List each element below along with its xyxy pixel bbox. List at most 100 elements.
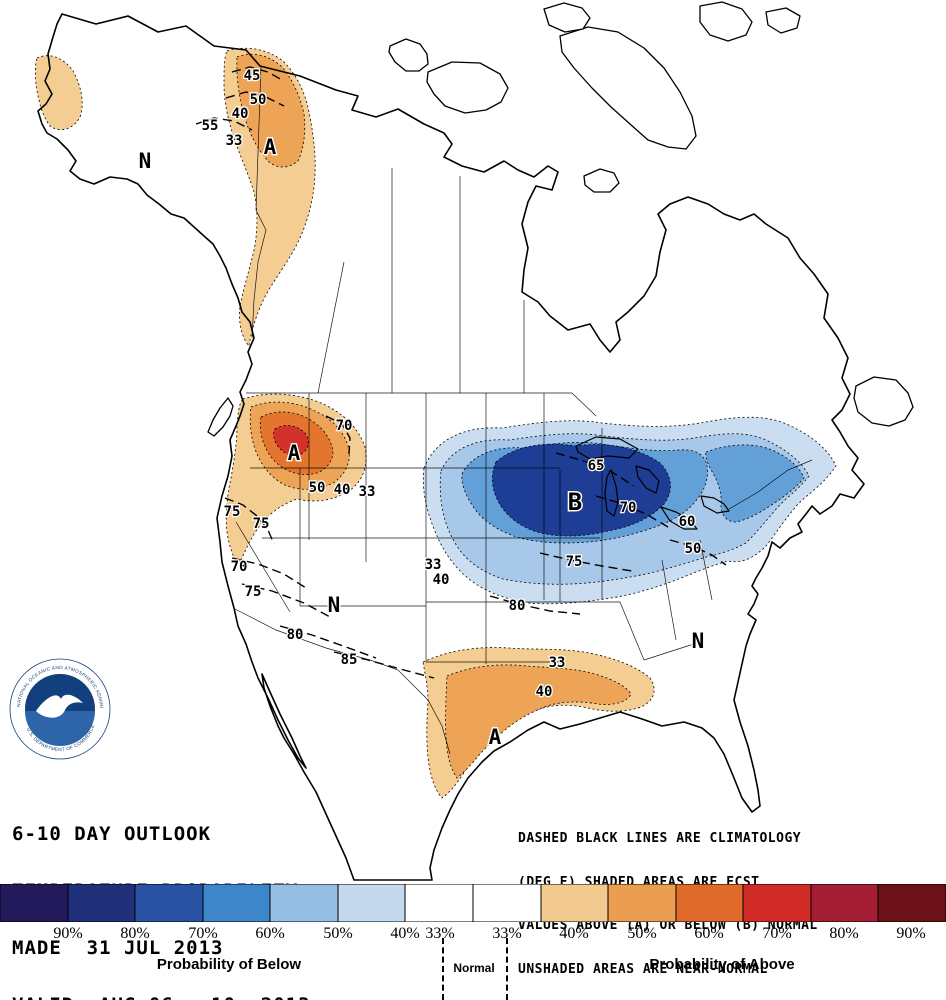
state-borders <box>235 393 713 664</box>
pnw-above-60-region <box>273 425 309 456</box>
colorbar-cell <box>134 884 204 922</box>
map-label-a-alaska: A <box>264 135 277 159</box>
map-label: 80 <box>509 598 526 614</box>
map-label: 70 <box>336 418 353 434</box>
island-vancouver <box>207 397 234 437</box>
continent-outline <box>37 13 865 881</box>
climatology-lines <box>195 66 727 679</box>
island-southampton <box>583 168 620 193</box>
map-labels: N 45 50 40 55 33 A 70 A 50 40 33 75 75 7… <box>137 67 705 751</box>
map-label-n-southeast: N <box>692 629 705 653</box>
title-line-1: 6-10 DAY OUTLOOK <box>12 823 212 845</box>
map-label: 55 <box>202 118 219 134</box>
map-label: 33 <box>226 133 243 149</box>
map-label: 45 <box>244 68 261 84</box>
noaa-logo-sea <box>25 711 95 746</box>
colorbar-percent-labels: 90% 80% 70% 60% 50% 40% 33% 33% 40% 50% … <box>0 925 946 945</box>
shaded-regions <box>34 47 837 799</box>
climo-line <box>539 552 633 572</box>
colorbar-cell <box>269 884 339 922</box>
colorbar-cell <box>607 884 677 922</box>
climo-line <box>333 651 435 679</box>
normal-divider-right <box>506 938 508 1000</box>
map-label-n-alaska: N <box>139 149 152 173</box>
title-line-3: MADE 31 JUL 2013 <box>12 937 224 959</box>
pct-label: 80% <box>120 925 150 942</box>
climo-line <box>195 117 253 131</box>
note-line-4: UNSHADED AREAS ARE NEAR-NORMAL <box>518 961 768 977</box>
island-victoria <box>426 61 509 114</box>
probability-of-below-label: Probability of Below <box>156 956 302 973</box>
climo-line <box>224 497 275 545</box>
colorbar-cell <box>675 884 745 922</box>
map-label: 75 <box>253 516 270 532</box>
lake-huron <box>635 465 660 494</box>
map-label: 75 <box>566 554 583 570</box>
northeast-below-50-region <box>705 444 805 523</box>
pct-label: 50% <box>323 925 353 942</box>
pct-label: 70% <box>762 925 792 942</box>
island-arctic-1 <box>699 1 753 42</box>
map-label: 50 <box>309 480 326 496</box>
map-label: 75 <box>224 504 241 520</box>
climo-line <box>489 595 581 615</box>
province-borders <box>317 168 525 394</box>
normal-label: Normal <box>453 961 495 975</box>
noaa-logo: NATIONAL OCEANIC AND ATMOSPHERIC ADMINIS… <box>8 655 111 760</box>
colorbar-cell <box>742 884 812 922</box>
map-label: 70 <box>620 500 637 516</box>
colorbar-cell <box>67 884 137 922</box>
map-label: 33 <box>425 557 442 573</box>
pct-label: 70% <box>188 925 218 942</box>
map-label: 40 <box>433 572 450 588</box>
title-line-4: VALID AUG 06 - 10, 2013 <box>12 996 311 1000</box>
map-label: 50 <box>685 541 702 557</box>
colorbar-cell <box>202 884 272 922</box>
coastlines <box>37 1 914 881</box>
map-label-a-south: A <box>489 725 502 749</box>
pct-label: 80% <box>829 925 859 942</box>
pct-label: 40% <box>559 925 589 942</box>
pct-label: 60% <box>694 925 724 942</box>
lake-erie <box>660 506 698 530</box>
map-label: 65 <box>588 458 605 474</box>
border-us-canada <box>246 392 813 510</box>
island-banks <box>388 38 429 72</box>
map-label: 70 <box>231 559 248 575</box>
map-label: 75 <box>245 584 262 600</box>
climo-line <box>225 91 285 107</box>
note-line-1: DASHED BLACK LINES ARE CLIMATOLOGY <box>518 831 802 846</box>
lake-michigan <box>604 469 619 517</box>
pct-label: 50% <box>627 925 657 942</box>
south-above-40-region <box>445 664 632 779</box>
colorbar-cell <box>540 884 610 922</box>
alaska-above-40-region <box>236 53 306 168</box>
climo-line <box>669 539 727 566</box>
colorbar-cell <box>0 884 69 922</box>
map-label: 33 <box>549 655 566 671</box>
climo-line <box>325 415 351 455</box>
colorbar-cell <box>877 884 946 922</box>
map-label-a-northwest: A <box>288 441 301 465</box>
map-label: 33 <box>359 484 376 500</box>
island-baffin <box>559 26 697 150</box>
island-arctic-3 <box>765 7 801 34</box>
lake-superior <box>575 436 639 460</box>
pct-label: 90% <box>896 925 926 942</box>
map-label: 60 <box>679 514 696 530</box>
border-us-mexico <box>234 608 451 755</box>
pct-label: 40% <box>390 925 420 942</box>
map-label: 80 <box>287 627 304 643</box>
pct-label: 90% <box>53 925 83 942</box>
border-alaska-canada <box>251 66 267 339</box>
borders <box>234 66 813 755</box>
noaa-gull-icon <box>36 694 83 718</box>
pct-label: 33% <box>425 925 455 942</box>
outlook-map: N 45 50 40 55 33 A 70 A 50 40 33 75 75 7… <box>34 1 914 881</box>
climo-line <box>231 66 283 81</box>
map-label-b-midwest: B <box>568 488 582 516</box>
map-label: 50 <box>250 92 267 108</box>
map-label: 85 <box>341 652 358 668</box>
climo-line <box>555 452 635 487</box>
